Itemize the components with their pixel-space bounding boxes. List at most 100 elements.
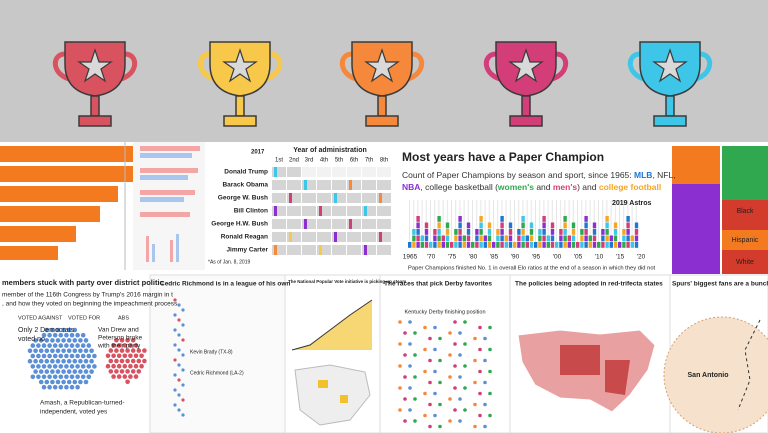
champion-bars: [408, 200, 639, 248]
champion-block: [626, 229, 630, 235]
orange-bar-panel-part: [0, 166, 133, 182]
grid-cell: [332, 193, 346, 203]
derby-dot: [433, 391, 437, 396]
member-dot: [55, 348, 61, 354]
derby-dot: [398, 386, 402, 390]
champion-block: [412, 229, 416, 235]
champion-block: [618, 242, 622, 248]
champion-block: [563, 235, 567, 242]
grid-cell: [317, 167, 331, 177]
champion-block: [466, 229, 471, 235]
pink-blue-panel-part: [170, 240, 173, 262]
member-dot: [181, 383, 185, 387]
champion-block: [571, 242, 576, 248]
derby-dot: [458, 353, 462, 357]
member-dot: [78, 358, 83, 364]
grid-cell: [272, 180, 286, 190]
champion-block: [555, 242, 559, 248]
member-dot: [173, 343, 177, 347]
grid-cell: [317, 206, 331, 216]
cell-tick: [274, 206, 277, 216]
column-label: 7th: [365, 158, 373, 164]
member-dot: [92, 364, 97, 369]
champion-block: [475, 229, 479, 235]
champion-block: [580, 242, 584, 248]
member-dot: [105, 363, 111, 369]
champion-block: [592, 242, 597, 248]
member-dot: [173, 403, 177, 407]
derby-dot: [488, 369, 492, 374]
champion-block: [546, 242, 550, 248]
member-dot: [33, 338, 38, 343]
grid-cell: [347, 245, 361, 255]
member-dot: [119, 369, 125, 374]
champion-block: [508, 229, 513, 235]
champion-block: [462, 242, 466, 248]
member-dot: [47, 384, 52, 390]
derby-dot: [483, 402, 487, 407]
member-dot: [41, 374, 47, 380]
member-dot: [139, 353, 144, 359]
champion-block: [412, 235, 416, 242]
member-dot: [177, 378, 181, 382]
member-dot: [66, 327, 72, 333]
column-label: 6th: [350, 158, 358, 164]
champion-block: [508, 242, 513, 248]
champion-block: [550, 229, 555, 235]
derby-dot: [448, 375, 452, 379]
member-dot: [86, 353, 92, 359]
member-dot: [69, 343, 75, 348]
member-dot: [47, 343, 52, 348]
member-dot: [61, 358, 66, 364]
member-dot: [80, 332, 86, 338]
member-dot: [181, 323, 185, 327]
panel-title: The races that pick Derby favorites: [384, 281, 492, 288]
champion-block: [550, 242, 555, 248]
richmond-panel: [149, 274, 286, 433]
derby-dot: [488, 391, 492, 396]
derby-dot: [488, 347, 492, 352]
derby-dot: [483, 380, 487, 385]
member-dot: [50, 379, 55, 385]
member-dot: [181, 413, 185, 417]
derby-dot: [433, 369, 437, 374]
derby-dot: [403, 331, 407, 335]
member-dot: [44, 327, 50, 333]
popular-vote-panel-part: [294, 364, 371, 426]
champion-block: [513, 242, 517, 248]
member-dot: [55, 358, 61, 364]
member-dot: [181, 353, 185, 357]
axis-label: '70: [427, 254, 436, 261]
demographics-panel-part: [722, 200, 768, 230]
derby-dot: [478, 347, 482, 352]
member-dot: [64, 332, 69, 338]
derby-dot: [398, 408, 402, 412]
member-dot: [58, 364, 64, 369]
member-dot: [52, 343, 58, 348]
annotation: Amash, a Republican-turned-: [40, 400, 125, 407]
grid-cell: [347, 193, 361, 203]
member-dot: [116, 353, 122, 359]
member-dot: [55, 369, 61, 374]
member-dot: [108, 369, 114, 374]
member-dot: [111, 343, 116, 348]
member-dot: [38, 348, 44, 354]
derby-dot: [453, 386, 457, 390]
grid-cell: [302, 193, 316, 203]
pink-blue-panel-part: [140, 190, 195, 195]
member-dot: [38, 379, 44, 385]
derby-dot: [433, 413, 437, 418]
grid-cell: [287, 167, 301, 177]
champion-block: [622, 242, 626, 248]
member-dot: [41, 364, 47, 369]
annotation: 2019 Astros: [612, 200, 652, 207]
grid-cell: [347, 206, 361, 216]
champion-block: [441, 242, 445, 248]
chart-title: Kentucky Derby finishing position: [404, 309, 485, 315]
member-dot: [130, 358, 136, 364]
champion-block: [605, 222, 609, 229]
champion-block: [500, 229, 504, 235]
segment-label: Hispanic: [732, 237, 759, 244]
grid-cell: [377, 232, 391, 242]
